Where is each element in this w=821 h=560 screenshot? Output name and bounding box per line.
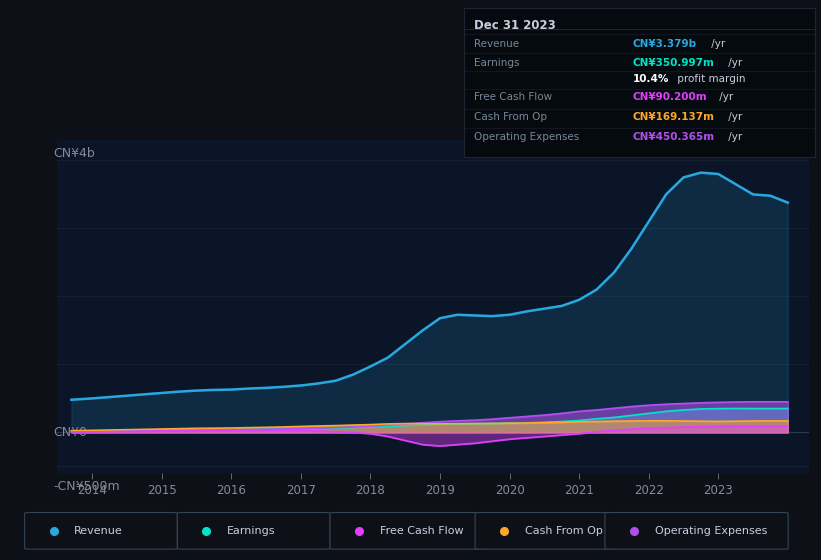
Text: -CN¥500m: -CN¥500m [53, 480, 121, 493]
Text: /yr: /yr [708, 39, 725, 49]
Text: Cash From Op: Cash From Op [475, 112, 548, 122]
Text: CN¥0: CN¥0 [53, 426, 88, 439]
Text: CN¥350.997m: CN¥350.997m [632, 58, 714, 68]
Text: CN¥169.137m: CN¥169.137m [632, 112, 714, 122]
Text: Free Cash Flow: Free Cash Flow [379, 526, 463, 535]
Text: Revenue: Revenue [74, 526, 123, 535]
FancyBboxPatch shape [475, 512, 612, 549]
Text: 10.4%: 10.4% [632, 74, 669, 84]
Text: CN¥3.379b: CN¥3.379b [632, 39, 697, 49]
Text: CN¥450.365m: CN¥450.365m [632, 132, 714, 142]
Text: /yr: /yr [724, 58, 742, 68]
Text: /yr: /yr [724, 112, 742, 122]
Text: Free Cash Flow: Free Cash Flow [475, 92, 553, 102]
Text: Cash From Op: Cash From Op [525, 526, 603, 535]
Text: /yr: /yr [724, 132, 742, 142]
Text: /yr: /yr [716, 92, 733, 102]
Text: CN¥4b: CN¥4b [53, 147, 95, 160]
Text: Earnings: Earnings [227, 526, 276, 535]
Text: Earnings: Earnings [475, 58, 520, 68]
Text: CN¥90.200m: CN¥90.200m [632, 92, 707, 102]
Text: Operating Expenses: Operating Expenses [475, 132, 580, 142]
FancyBboxPatch shape [605, 512, 788, 549]
Text: profit margin: profit margin [674, 74, 745, 84]
Text: Dec 31 2023: Dec 31 2023 [475, 19, 556, 32]
FancyBboxPatch shape [177, 512, 330, 549]
FancyBboxPatch shape [330, 512, 483, 549]
Text: Operating Expenses: Operating Expenses [654, 526, 767, 535]
FancyBboxPatch shape [25, 512, 177, 549]
Text: Revenue: Revenue [475, 39, 520, 49]
